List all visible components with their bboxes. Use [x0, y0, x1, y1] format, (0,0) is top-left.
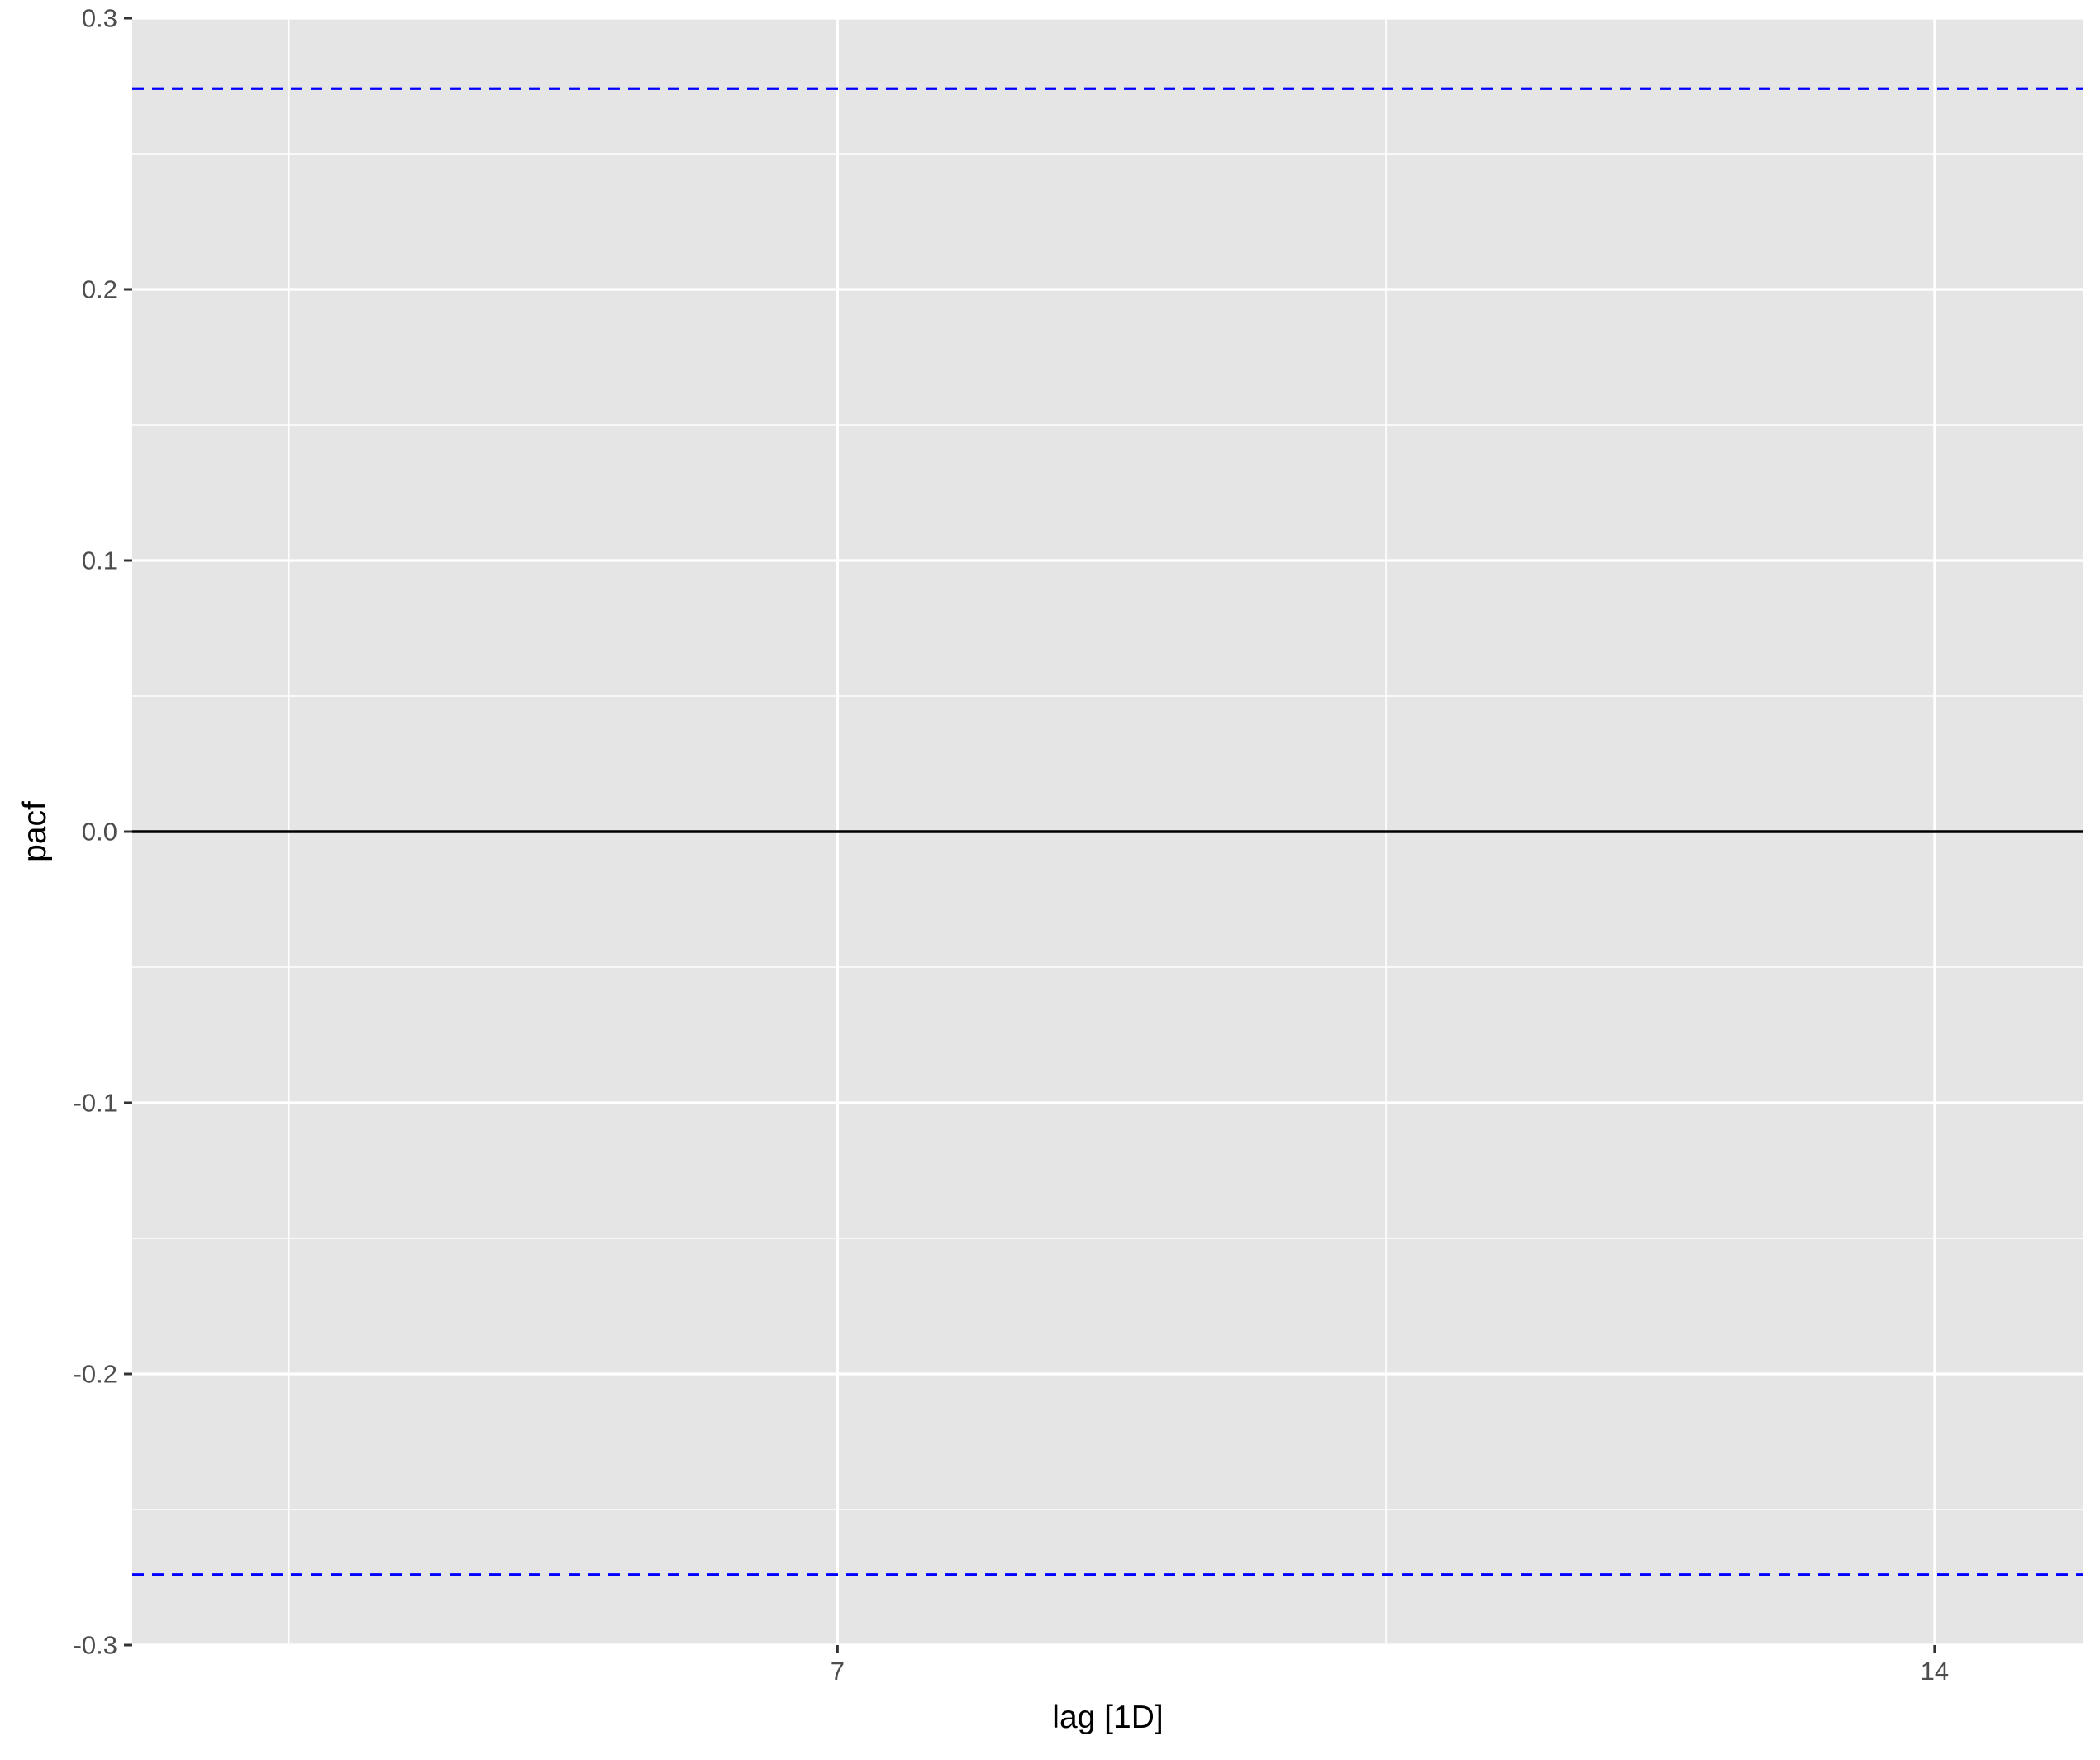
axis-ticks [124, 17, 1936, 1653]
y-tick-label: -0.2 [74, 1360, 117, 1389]
y-axis-title: pacf [17, 801, 53, 862]
y-tick-label: 0.3 [82, 4, 117, 33]
x-tick-label: 7 [831, 1657, 845, 1686]
y-tick-label: -0.3 [74, 1631, 117, 1660]
chart-marks [132, 87, 2083, 1576]
y-tick-label: -0.1 [74, 1089, 117, 1118]
major-gridlines [132, 17, 2083, 1647]
y-tick-label: 0.2 [82, 275, 117, 304]
x-tick-label: 14 [1921, 1657, 1949, 1686]
tick-labels: -0.3 -0.2 -0.1 0.0 0.1 0.2 0.3 7 14 [74, 4, 1950, 1686]
y-tick-label: 0.1 [82, 546, 117, 575]
y-tick-label: 0.0 [82, 818, 117, 847]
x-axis-title: lag [1D] [1052, 1700, 1163, 1735]
